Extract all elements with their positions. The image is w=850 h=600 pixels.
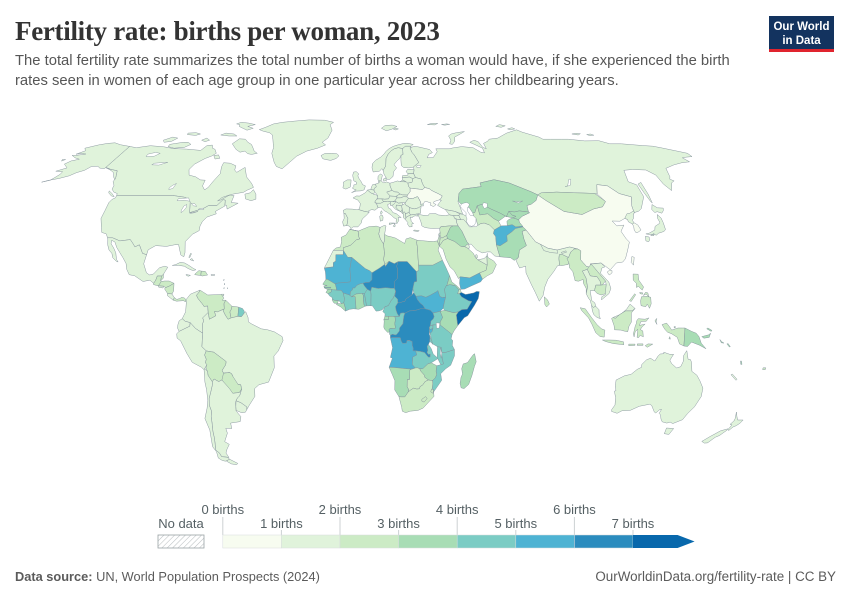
svg-text:4 births: 4 births — [436, 502, 479, 517]
svg-text:No data: No data — [158, 516, 204, 531]
svg-text:1 births: 1 births — [260, 516, 303, 531]
svg-text:6 births: 6 births — [553, 502, 596, 517]
svg-text:7 births: 7 births — [612, 516, 655, 531]
svg-text:3 births: 3 births — [377, 516, 420, 531]
svg-text:5 births: 5 births — [494, 516, 537, 531]
svg-text:2 births: 2 births — [319, 502, 362, 517]
svg-text:0 births: 0 births — [201, 502, 244, 517]
